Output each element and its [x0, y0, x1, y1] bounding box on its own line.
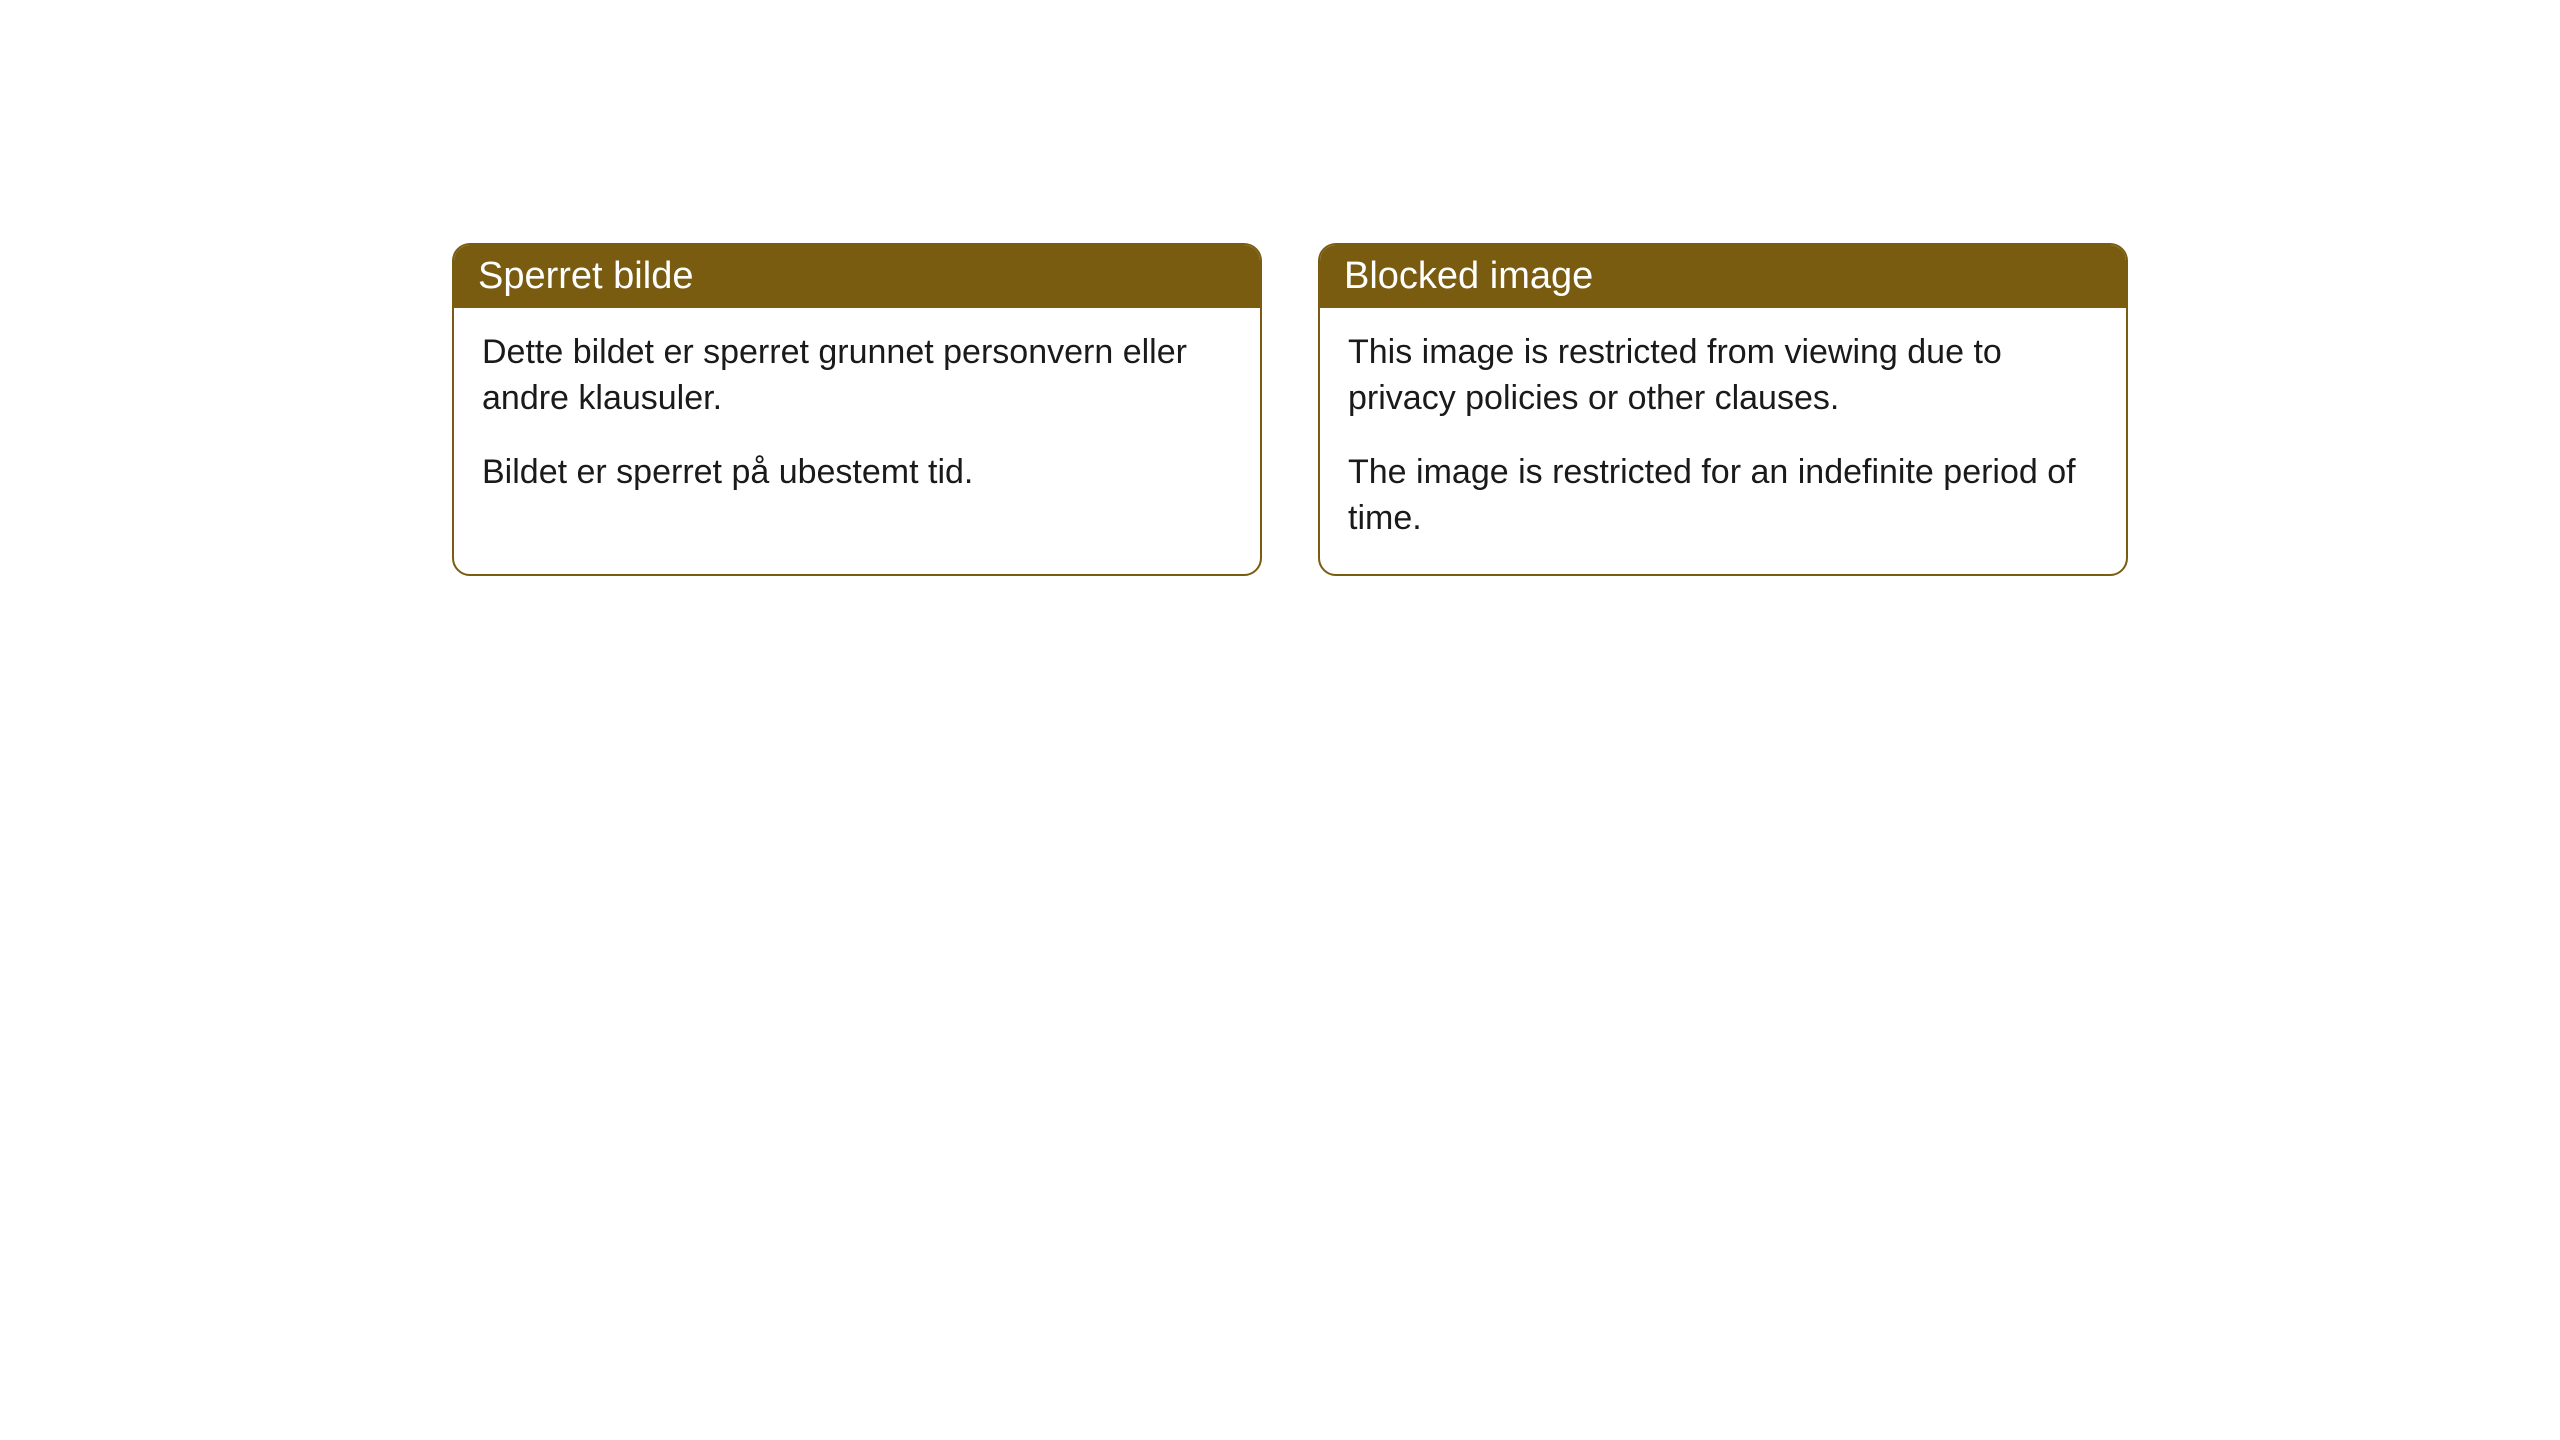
card-header: Sperret bilde	[454, 245, 1260, 308]
card-body: This image is restricted from viewing du…	[1320, 308, 2126, 574]
card-title: Blocked image	[1344, 255, 1593, 297]
notice-card-norwegian: Sperret bilde Dette bildet er sperret gr…	[452, 243, 1262, 576]
card-paragraph: The image is restricted for an indefinit…	[1348, 450, 2098, 542]
card-paragraph: Bildet er sperret på ubestemt tid.	[482, 450, 1232, 496]
card-paragraph: This image is restricted from viewing du…	[1348, 330, 2098, 422]
notice-card-english: Blocked image This image is restricted f…	[1318, 243, 2128, 576]
card-title: Sperret bilde	[478, 255, 693, 297]
card-paragraph: Dette bildet er sperret grunnet personve…	[482, 330, 1232, 422]
card-body: Dette bildet er sperret grunnet personve…	[454, 308, 1260, 528]
notice-container: Sperret bilde Dette bildet er sperret gr…	[452, 243, 2128, 576]
card-header: Blocked image	[1320, 245, 2126, 308]
